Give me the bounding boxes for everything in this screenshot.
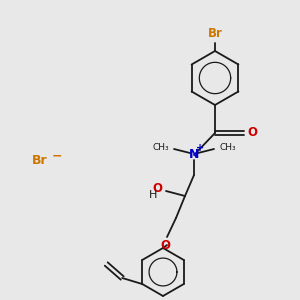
Text: O: O: [160, 239, 170, 252]
Text: O: O: [152, 182, 162, 194]
Text: Br: Br: [208, 27, 222, 40]
Text: Br: Br: [32, 154, 48, 166]
Text: −: −: [52, 149, 62, 163]
Text: O: O: [247, 127, 257, 140]
Text: N: N: [189, 148, 199, 161]
Text: CH₃: CH₃: [152, 142, 169, 152]
Text: CH₃: CH₃: [219, 142, 236, 152]
Text: +: +: [196, 143, 204, 153]
Text: H: H: [149, 190, 157, 200]
